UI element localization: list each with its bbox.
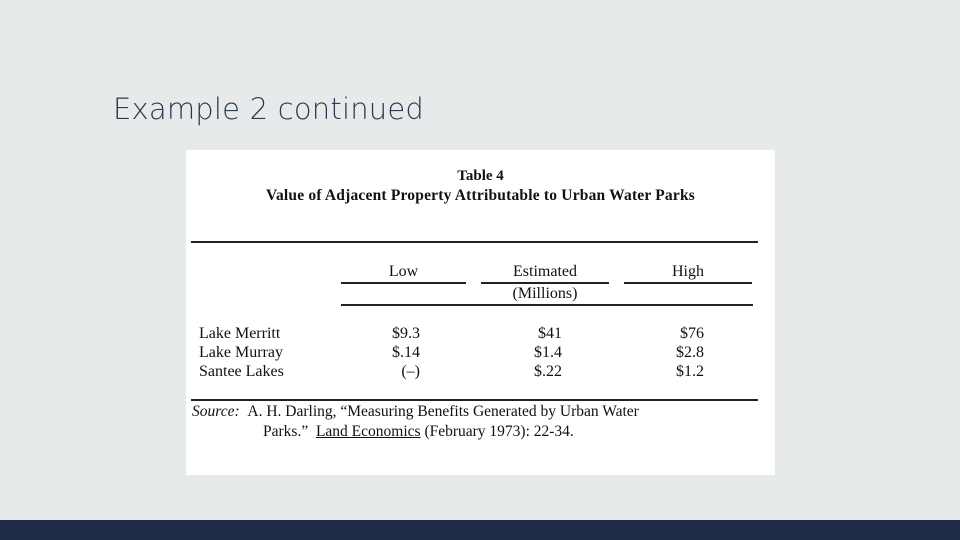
header-rule-low [341,282,466,284]
row-label: Lake Merritt [199,325,281,342]
bottom-rule [191,399,758,401]
column-header-estimated-unit: (Millions) [512,285,578,302]
slide-title: Example 2 continued [113,92,425,126]
source-prefix: Source: [192,403,240,420]
row-label: Lake Murray [199,344,283,361]
table-title: Value of Adjacent Property Attributable … [265,187,696,204]
source-line-2: Parks.” Land Economics (February 1973): … [263,423,574,441]
header-bottom-rule [341,304,753,306]
cell-estimated: $1.4 [534,344,562,361]
row-label: Santee Lakes [199,363,284,380]
table-number: Table 4 [457,168,504,184]
source-text: Parks.” [263,423,309,440]
column-header-low: Low [388,263,419,280]
bottom-bar [0,520,960,540]
cell-low: $.14 [392,344,420,361]
cell-high: $2.8 [676,344,704,361]
cell-estimated: $41 [538,325,562,342]
source-line-1: Source: A. H. Darling, “Measuring Benefi… [192,403,639,421]
cell-low: $9.3 [392,325,420,342]
cell-high: $1.2 [676,363,704,380]
source-journal: Land Economics [315,423,421,440]
table-image: Table 4 Value of Adjacent Property Attri… [186,150,775,475]
top-rule [191,241,758,243]
source-text: (February 1973): 22-34. [424,423,574,440]
source-text: A. H. Darling, “Measuring Benefits Gener… [247,403,639,420]
cell-low: (–) [401,363,420,380]
column-header-high: High [672,263,704,280]
header-rule-high [624,282,752,284]
cell-estimated: $.22 [534,363,562,380]
header-rule-estimated [481,282,609,284]
column-header-estimated: Estimated [513,263,577,280]
cell-high: $76 [680,325,704,342]
